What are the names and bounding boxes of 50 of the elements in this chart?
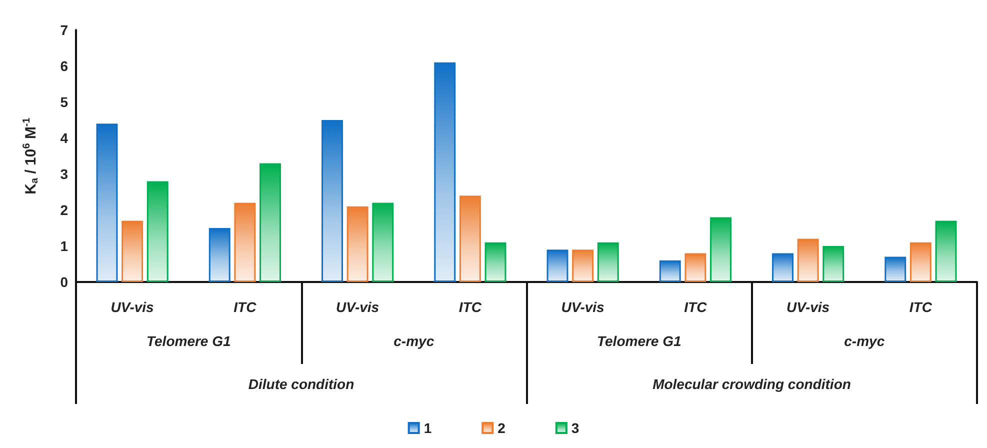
y-tick-label: 4 (60, 130, 68, 146)
y-tick-label: 2 (60, 202, 68, 218)
text: Telomere G1 (146, 333, 231, 349)
text: Molecular crowding condition (652, 376, 851, 392)
x-tick-label: UV-vis (110, 299, 154, 315)
x-tick-label: ITC (234, 299, 258, 315)
y-tick-label: 3 (60, 166, 68, 182)
bar (434, 62, 456, 282)
text: Dilute condition (248, 376, 354, 392)
bar (484, 242, 506, 282)
x-tick-label: UV-vis (561, 299, 605, 315)
bar (96, 124, 118, 282)
y-tick-label: 7 (60, 22, 68, 38)
x-tick-label: ITC (909, 299, 933, 315)
bar (910, 242, 932, 282)
bar (372, 202, 394, 282)
x-tick-label: UV-vis (336, 299, 380, 315)
bar (234, 202, 256, 282)
bar (260, 163, 281, 282)
y-tick-label: 6 (60, 58, 68, 74)
x-tick-label: UV-vis (786, 299, 830, 315)
bar (346, 206, 368, 282)
bar (884, 256, 906, 282)
y-axis-title: Ka / 106 M-1 (22, 117, 40, 194)
text: Telomere G1 (596, 333, 682, 349)
bar (772, 253, 794, 282)
x-tick-label: ITC (458, 299, 482, 315)
text: c-myc (394, 333, 434, 349)
bar (659, 260, 681, 282)
bar (597, 242, 619, 282)
bar (208, 228, 230, 282)
bar (684, 253, 706, 282)
y-tick-label: 1 (60, 238, 68, 254)
bar (935, 220, 957, 282)
bar (459, 196, 481, 282)
bar (797, 238, 819, 282)
bar (322, 120, 343, 282)
bar (822, 246, 844, 282)
bar (572, 250, 594, 282)
legend-label: 2 (498, 420, 506, 436)
legend-label: 1 (424, 420, 432, 436)
text: c-myc (844, 333, 885, 349)
y-tick-label: 0 (60, 274, 68, 290)
legend-label: 3 (571, 420, 580, 436)
bar (546, 250, 568, 282)
x-tick-label: ITC (684, 299, 708, 315)
bar (710, 217, 732, 282)
bar (122, 220, 144, 282)
y-tick-label: 5 (60, 94, 68, 110)
bar (146, 181, 168, 282)
